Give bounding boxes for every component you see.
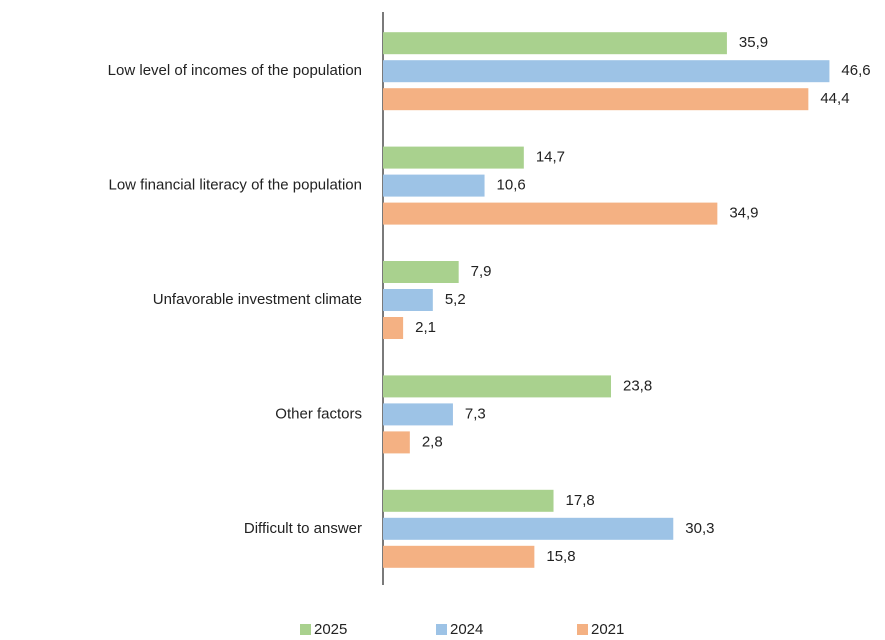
category-label: Low level of incomes of the population	[108, 62, 362, 79]
legend-label: 2024	[450, 621, 483, 638]
value-label: 7,3	[465, 405, 486, 422]
category-label: Unfavorable investment climate	[153, 291, 362, 308]
bar	[383, 317, 404, 339]
legend-swatch	[436, 624, 447, 635]
bar	[383, 261, 459, 283]
legend-swatch	[577, 624, 588, 635]
bar	[383, 146, 524, 169]
bar	[383, 517, 674, 540]
legend-label: 2025	[314, 621, 347, 638]
legend-swatch	[300, 624, 311, 635]
value-label: 15,8	[546, 548, 575, 565]
bar	[383, 202, 718, 225]
value-label: 30,3	[685, 520, 714, 537]
value-label: 44,4	[820, 90, 849, 107]
value-label: 2,1	[415, 319, 436, 336]
value-label: 10,6	[497, 177, 526, 194]
bar	[383, 174, 485, 197]
bar	[383, 375, 612, 398]
value-label: 46,6	[841, 62, 870, 79]
bar	[383, 88, 809, 111]
category-label: Difficult to answer	[244, 520, 362, 537]
value-label: 35,9	[739, 34, 768, 51]
value-label: 34,9	[729, 205, 758, 222]
value-label: 14,7	[536, 149, 565, 166]
bar	[383, 431, 410, 454]
value-label: 7,9	[471, 263, 492, 280]
category-label: Other factors	[275, 405, 362, 422]
value-label: 17,8	[566, 492, 595, 509]
bar	[383, 545, 535, 568]
bar	[383, 60, 830, 83]
bar	[383, 403, 453, 426]
bar	[383, 32, 727, 55]
value-label: 2,8	[422, 433, 443, 450]
value-label: 5,2	[445, 291, 466, 308]
category-label: Low financial literacy of the population	[109, 177, 363, 194]
legend-label: 2021	[591, 621, 624, 638]
bar	[383, 289, 433, 311]
value-label: 23,8	[623, 377, 652, 394]
bar	[383, 489, 554, 512]
